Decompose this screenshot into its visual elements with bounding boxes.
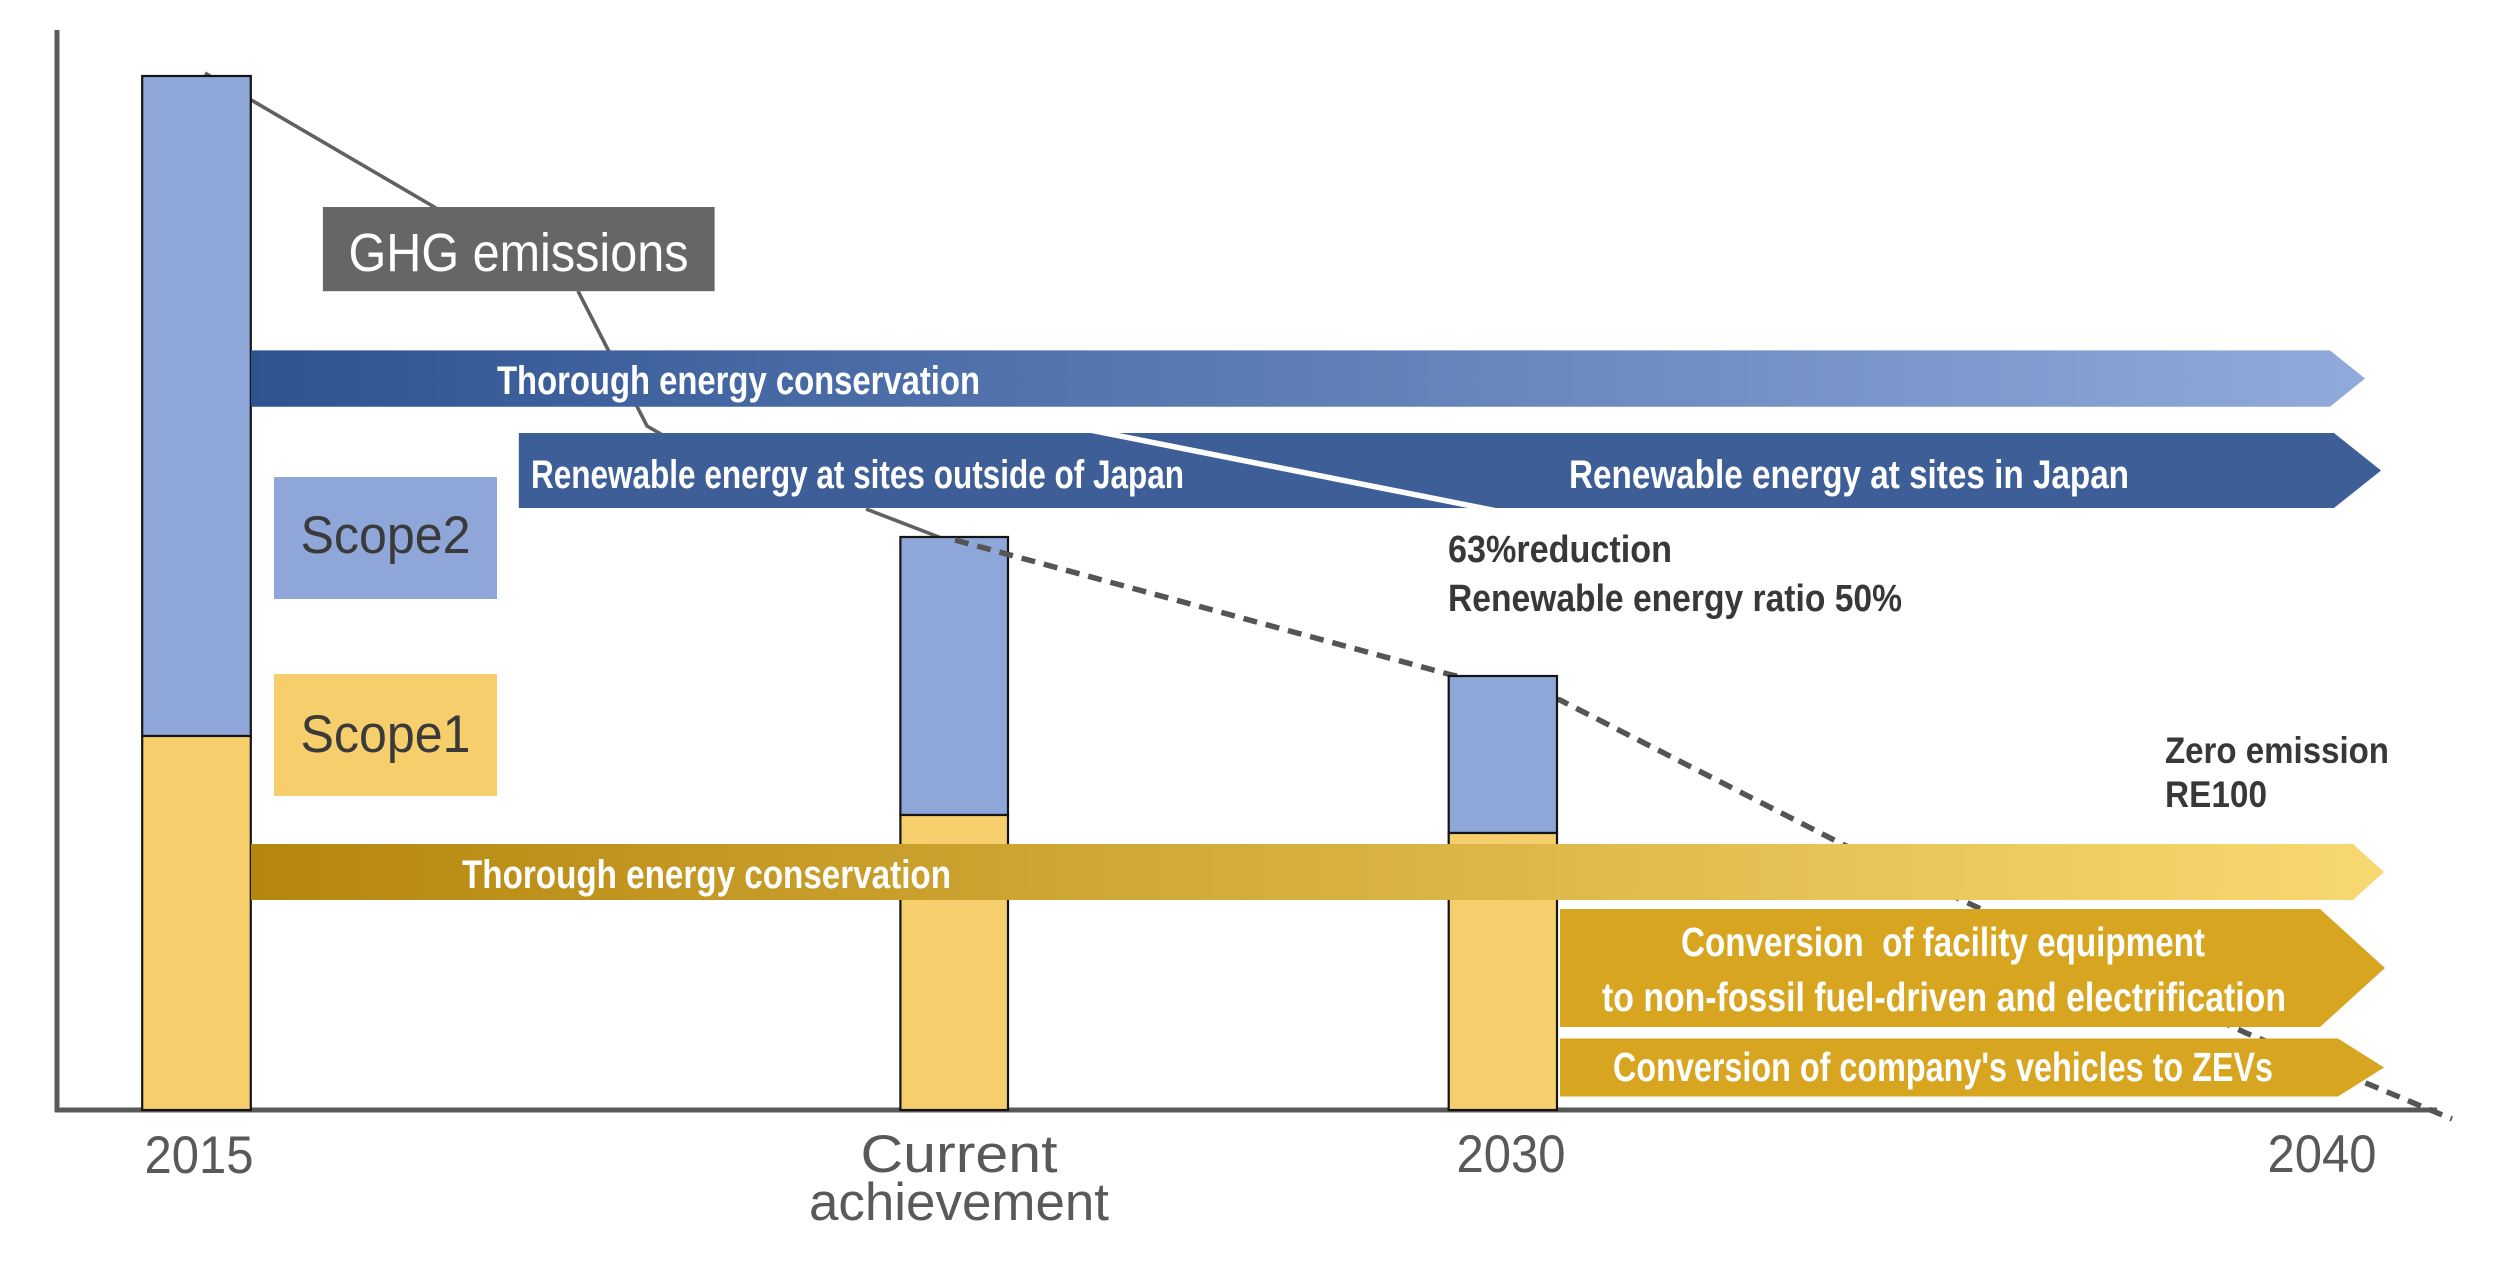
- svg-text:63%reduction: 63%reduction: [1448, 529, 1672, 571]
- svg-text:Renewable energy at sites in J: Renewable energy at sites in Japan: [1569, 453, 2129, 497]
- svg-text:Renewable energy at sites outs: Renewable energy at sites outside of Jap…: [531, 453, 1184, 497]
- svg-text:to non-fossil fuel-driven and: to non-fossil fuel-driven and electrific…: [1602, 974, 2286, 1020]
- svg-text:Thorough energy conservation: Thorough energy conservation: [462, 853, 951, 897]
- svg-text:achievement: achievement: [809, 1173, 1109, 1232]
- svg-text:Conversion of facility equipm: Conversion of facility equipment: [1681, 919, 2205, 965]
- svg-text:GHG emissions: GHG emissions: [349, 223, 689, 283]
- svg-text:Thorough energy conservation: Thorough energy conservation: [497, 359, 980, 403]
- svg-text:Zero emission: Zero emission: [2165, 730, 2389, 771]
- svg-text:2030: 2030: [1457, 1125, 1566, 1184]
- svg-text:Conversion of company's vehicl: Conversion of company's vehicles to ZEVs: [1613, 1044, 2273, 1090]
- svg-text:RE100: RE100: [2165, 774, 2267, 815]
- svg-text:Renewable energy ratio 50%: Renewable energy ratio 50%: [1448, 578, 1902, 620]
- svg-text:Current: Current: [861, 1125, 1058, 1184]
- svg-text:Scope1: Scope1: [301, 705, 471, 764]
- svg-text:2015: 2015: [145, 1126, 254, 1185]
- svg-text:2040: 2040: [2268, 1125, 2377, 1184]
- svg-text:Scope2: Scope2: [301, 506, 471, 565]
